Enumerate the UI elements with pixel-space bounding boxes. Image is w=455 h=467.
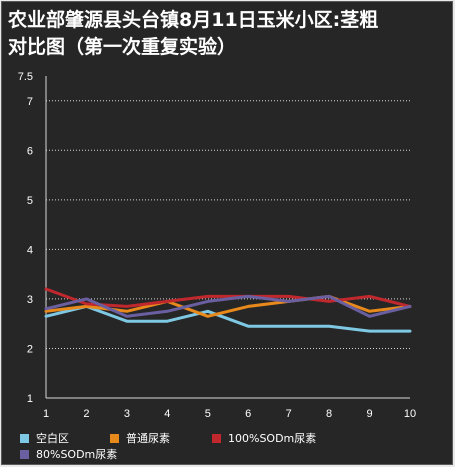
x-tick-label: 10 xyxy=(404,408,416,420)
legend-label-100-sodm-urea: 100%SODm尿素 xyxy=(228,432,317,445)
y-tick-label: 1 xyxy=(27,393,33,405)
x-tick-label: 5 xyxy=(205,408,211,420)
x-tick-label: 8 xyxy=(326,408,332,420)
legend-swatch-80-sodm-urea xyxy=(20,449,29,459)
x-tick-label: 1 xyxy=(43,408,49,420)
legend-label-normal-urea: 普通尿素 xyxy=(126,432,170,445)
x-tick-label: 2 xyxy=(83,408,89,420)
series-line-4 xyxy=(44,294,412,318)
y-tick-label: 7 xyxy=(27,96,33,108)
x-tick-label: 9 xyxy=(366,408,372,420)
chart-title: 农业部肇源县头台镇8月11日玉米小区:茎粗 对比图（第一次重复实验） xyxy=(8,7,448,61)
chart-title-line-2: 对比图（第一次重复实验） xyxy=(8,36,237,58)
x-axis-tick-labels: 1 2 3 4 5 6 7 8 9 10 xyxy=(43,408,416,420)
y-axis-tick-labels: 1 2 3 4 5 6 7 7.5 xyxy=(18,71,33,405)
series-lines xyxy=(44,287,412,333)
y-tick-label: 4 xyxy=(27,244,33,256)
legend-label-blank: 空白区 xyxy=(36,432,69,445)
legend-item-normal-urea: 普通尿素 xyxy=(110,430,170,446)
axes xyxy=(45,76,410,399)
legend-item-blank: 空白区 xyxy=(20,430,69,446)
x-tick-label: 3 xyxy=(124,408,130,420)
legend-swatch-normal-urea xyxy=(110,433,119,443)
legend-label-80-sodm-urea: 80%SODm尿素 xyxy=(36,448,118,461)
y-tick-label: 7.5 xyxy=(18,71,33,83)
series-line-1 xyxy=(44,304,412,333)
series-line-3 xyxy=(44,287,412,308)
x-tick-label: 7 xyxy=(286,408,292,420)
y-tick-label: 6 xyxy=(27,145,33,157)
legend-item-80-sodm-urea: 80%SODm尿素 xyxy=(20,446,117,462)
y-tick-label: 2 xyxy=(27,343,33,355)
legend-swatch-blank xyxy=(20,433,29,443)
x-tick-label: 4 xyxy=(164,408,170,420)
legend-item-100-sodm-urea: 100%SODm尿素 xyxy=(212,430,316,446)
y-tick-label: 5 xyxy=(27,195,33,207)
y-tick-label: 3 xyxy=(27,294,33,306)
legend-swatch-100-sodm-urea xyxy=(212,433,221,443)
chart-title-line-1: 农业部肇源县头台镇8月11日玉米小区:茎粗 xyxy=(8,9,379,31)
x-tick-label: 6 xyxy=(245,408,251,420)
